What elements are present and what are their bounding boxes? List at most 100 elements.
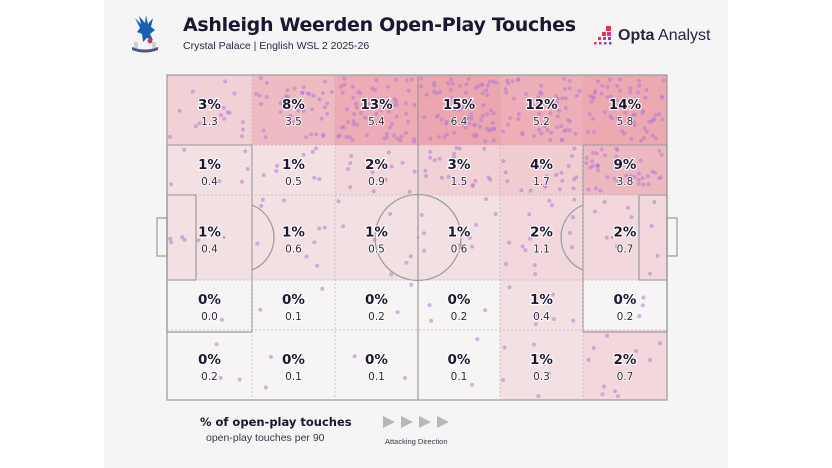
touch-dot [180,235,185,240]
touch-dot [264,81,269,85]
touch-dot [411,139,416,144]
touch-dot [419,84,424,89]
zone-percent: 1% [448,225,471,241]
touch-dot [245,167,250,171]
touch-dot [501,129,506,134]
touch-dot [394,99,399,104]
touch-dot [404,78,409,83]
zone-percent: 0% [198,352,221,368]
touch-dot [350,138,355,142]
heatmap-zone [335,195,418,280]
touch-dot [547,198,552,203]
touch-dot [182,147,187,152]
zone-per90: 0.2 [201,371,218,383]
touch-dot [615,84,620,88]
touch-dot [317,177,322,182]
touch-dot [632,174,637,179]
left-goal [156,217,168,257]
zone-per90: 0.5 [368,244,385,256]
touch-dot [599,91,604,96]
touch-dot [642,136,647,140]
zone-percent: 1% [530,352,553,368]
touch-dot [539,131,544,136]
zone-per90: 0.1 [368,371,385,383]
touch-dot [605,85,610,89]
touch-dot [654,136,658,141]
touch-dot [222,105,226,110]
touch-dot [358,91,363,96]
touch-dot [449,88,453,92]
touch-dot [168,134,172,139]
zone-percent: 2% [614,225,637,241]
zone-per90: 0.7 [617,371,634,383]
heatmap-zone [252,75,335,145]
touch-dot [641,295,646,300]
touch-dot [528,98,533,103]
touch-dot [559,124,564,129]
zone-percent: 8% [282,97,305,113]
touch-dot [536,95,541,100]
touch-dot [637,78,642,83]
touch-dot [403,101,408,106]
touch-dot [584,161,589,166]
touch-dot [480,82,485,87]
touch-dot [342,76,347,81]
touch-dot [503,170,508,175]
touch-dot [605,333,610,338]
touch-dot [427,303,432,308]
touch-dot [628,86,633,91]
touch-dot [653,113,658,118]
touch-dot [542,124,547,129]
heatmap-zone [418,330,500,400]
touch-dot [390,121,394,126]
touch-dot [214,342,219,347]
touch-dot [419,76,424,81]
touch-dot [485,112,490,117]
touch-dot [423,168,428,173]
zone-per90: 0.6 [285,244,302,256]
heatmap-zone [500,145,583,195]
touch-dot [240,179,244,184]
touch-dot [552,317,556,322]
touch-dot [573,131,578,136]
touch-dot [615,164,619,169]
touch-dot [591,116,596,121]
touch-dot [386,103,391,108]
touch-dot [305,91,310,96]
touch-dot [197,97,202,102]
touch-dot [591,129,596,134]
touch-dot [452,107,457,112]
touch-dot [445,132,450,137]
zone-per90: 0.1 [285,311,302,323]
touch-dot [484,88,489,93]
heatmap-zone [500,280,583,330]
touch-dot [540,100,545,105]
touch-dot [352,354,357,359]
touch-dot [614,244,619,249]
touch-dot [412,169,417,174]
touch-dot [312,175,317,180]
touch-dot [460,182,465,186]
touch-dot [407,189,412,194]
touch-dot [438,90,443,95]
zone-per90: 0.2 [368,311,385,323]
touch-dot [304,135,309,140]
touch-dot [347,135,352,140]
touch-dot [257,93,262,98]
opta-analyst-logo-icon [594,26,612,45]
touch-dot [571,318,576,323]
heatmap-zone [583,280,667,330]
touch-dot [535,313,540,318]
touch-dot [638,158,643,163]
touch-dot [577,89,582,94]
touch-dot [354,101,359,106]
zone-percent: 9% [614,157,637,173]
touch-dot [555,96,560,101]
zone-percent: 3% [448,157,471,173]
zone-percent: 3% [198,97,221,113]
heatmap-zone [167,280,252,330]
touch-dot [473,179,478,183]
touch-dot [240,127,245,132]
touch-dot [642,126,647,131]
touch-dot [314,132,319,137]
